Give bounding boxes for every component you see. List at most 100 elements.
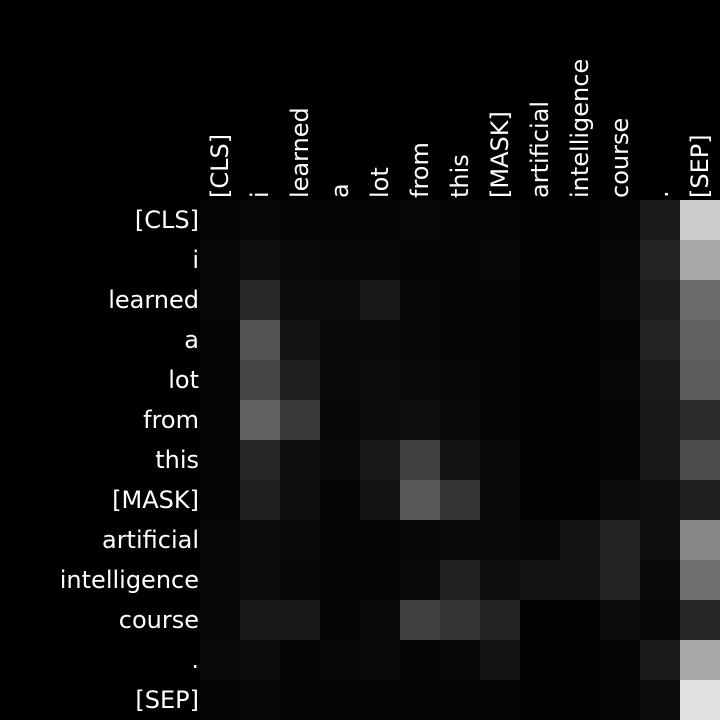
heatmap-cell-7-4 [360,480,400,520]
heatmap-cell-12-5 [400,680,440,720]
y-tick-label-4: lot [168,366,199,394]
heatmap-cell-11-11 [640,640,680,680]
heatmap-cell-4-11 [640,360,680,400]
heatmap-cell-7-10 [600,480,640,520]
y-tick-label-2: learned [108,286,199,314]
heatmap-cell-2-5 [400,280,440,320]
heatmap-cell-1-0 [200,240,240,280]
heatmap-cell-5-2 [280,400,320,440]
heatmap-cell-4-0 [200,360,240,400]
heatmap-cell-12-2 [280,680,320,720]
heatmap-cell-8-9 [560,520,600,560]
heatmap-cell-7-3 [320,480,360,520]
heatmap-cell-7-5 [400,480,440,520]
heatmap-cell-8-5 [400,520,440,560]
heatmap-cell-10-12 [680,600,720,640]
heatmap-cell-1-6 [440,240,480,280]
heatmap-cell-2-9 [560,280,600,320]
heatmap-cell-8-1 [240,520,280,560]
heatmap-cell-0-8 [520,200,560,240]
heatmap-cell-5-8 [520,400,560,440]
heatmap-cell-0-3 [320,200,360,240]
heatmap-cell-4-1 [240,360,280,400]
heatmap-cell-2-1 [240,280,280,320]
heatmap-cell-10-11 [640,600,680,640]
heatmap-cell-3-1 [240,320,280,360]
heatmap-cell-9-4 [360,560,400,600]
heatmap-cell-10-7 [480,600,520,640]
heatmap-cell-4-5 [400,360,440,400]
heatmap-cell-8-10 [600,520,640,560]
heatmap-cell-2-12 [680,280,720,320]
y-tick-label-8: artificial [102,526,199,554]
heatmap-cell-9-7 [480,560,520,600]
heatmap-cell-12-3 [320,680,360,720]
heatmap-cell-11-0 [200,640,240,680]
heatmap-cell-8-3 [320,520,360,560]
heatmap-cell-4-9 [560,360,600,400]
heatmap-cell-3-7 [480,320,520,360]
heatmap-cell-1-2 [280,240,320,280]
heatmap-cell-4-10 [600,360,640,400]
heatmap-cell-2-8 [520,280,560,320]
heatmap-cell-11-2 [280,640,320,680]
heatmap-cell-12-1 [240,680,280,720]
heatmap-cell-12-11 [640,680,680,720]
heatmap-cell-10-4 [360,600,400,640]
x-tick-label-7: [MASK] [486,111,514,198]
heatmap-cell-8-11 [640,520,680,560]
heatmap-cell-5-10 [600,400,640,440]
heatmap-cell-9-8 [520,560,560,600]
heatmap-cell-6-10 [600,440,640,480]
heatmap-cell-6-9 [560,440,600,480]
heatmap-cell-0-9 [560,200,600,240]
heatmap-cell-2-11 [640,280,680,320]
heatmap-cell-3-4 [360,320,400,360]
heatmap-cell-0-6 [440,200,480,240]
heatmap-cell-4-3 [320,360,360,400]
heatmap-cell-1-10 [600,240,640,280]
heatmap-cell-11-12 [680,640,720,680]
heatmap-cell-8-2 [280,520,320,560]
heatmap-cell-7-0 [200,480,240,520]
heatmap-cell-7-12 [680,480,720,520]
heatmap-cell-9-9 [560,560,600,600]
heatmap-cell-11-6 [440,640,480,680]
heatmap-cell-10-10 [600,600,640,640]
heatmap-cell-2-3 [320,280,360,320]
y-tick-label-0: [CLS] [135,206,199,234]
heatmap-cell-2-6 [440,280,480,320]
heatmap-cell-3-5 [400,320,440,360]
heatmap-cell-9-6 [440,560,480,600]
x-tick-label-11: . [646,190,674,198]
heatmap-cell-2-7 [480,280,520,320]
heatmap-cell-11-1 [240,640,280,680]
heatmap-cell-5-11 [640,400,680,440]
heatmap-cell-8-6 [440,520,480,560]
x-tick-label-4: lot [366,167,394,198]
heatmap-cell-5-3 [320,400,360,440]
heatmap-cell-9-10 [600,560,640,600]
heatmap-cell-6-1 [240,440,280,480]
heatmap-cells [200,200,720,720]
x-tick-label-9: intelligence [566,59,594,198]
heatmap-cell-10-3 [320,600,360,640]
heatmap-cell-11-10 [600,640,640,680]
heatmap-cell-12-8 [520,680,560,720]
heatmap-cell-6-7 [480,440,520,480]
y-tick-label-1: i [192,246,199,274]
heatmap-cell-12-6 [440,680,480,720]
heatmap-cell-8-12 [680,520,720,560]
heatmap-cell-9-0 [200,560,240,600]
heatmap-cell-10-0 [200,600,240,640]
x-tick-label-8: artificial [526,101,554,198]
heatmap-cell-3-3 [320,320,360,360]
heatmap-cell-10-2 [280,600,320,640]
heatmap-cell-9-5 [400,560,440,600]
x-tick-label-3: a [326,183,354,198]
heatmap-cell-0-1 [240,200,280,240]
heatmap-cell-4-4 [360,360,400,400]
heatmap-cell-9-2 [280,560,320,600]
heatmap-cell-1-11 [640,240,680,280]
